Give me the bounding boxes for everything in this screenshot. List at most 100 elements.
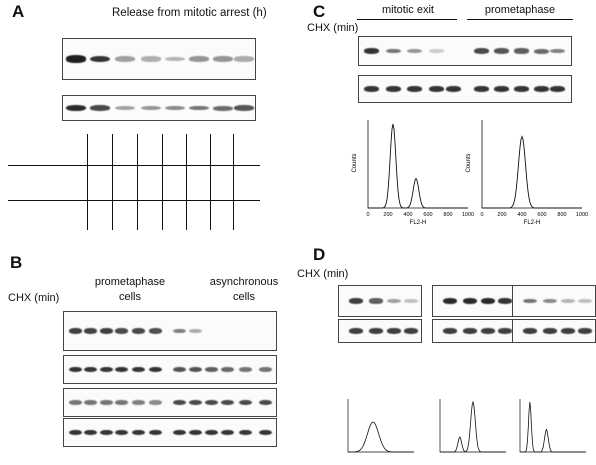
western-blot: [358, 75, 572, 103]
blot-band: [443, 298, 457, 304]
blot-band: [220, 429, 234, 436]
panel-b-letter: B: [10, 253, 23, 272]
blot-band: [131, 400, 145, 405]
western-blot: [62, 95, 256, 121]
blot-band: [115, 56, 135, 62]
blot-band: [234, 105, 254, 111]
blot-band: [114, 366, 128, 373]
blot-band: [188, 399, 202, 406]
panel-c-group1-rule: [357, 19, 457, 20]
blot-band: [165, 105, 185, 111]
facs-axes: [367, 120, 468, 209]
blot-band: [83, 366, 97, 373]
blot-band: [258, 429, 272, 436]
blot-band: [213, 56, 233, 62]
blot-band: [220, 399, 234, 406]
blot-band: [238, 399, 252, 406]
facs-axes: [481, 120, 582, 209]
blot-band: [387, 328, 401, 334]
blot-band: [148, 400, 162, 405]
facs-ylabel: Counts: [352, 153, 358, 172]
blot-band: [543, 298, 557, 304]
facs-histogram: [439, 399, 506, 453]
facs-xlabel: FL2-H: [524, 220, 541, 226]
facs-curve: [348, 421, 414, 453]
blot-band: [349, 298, 363, 304]
blot-band: [561, 328, 575, 334]
blot-band: [90, 55, 110, 63]
facs-tick-label: 600: [423, 212, 432, 218]
blot-band: [188, 328, 202, 334]
western-blot: [63, 418, 277, 447]
panel-c-letter: C: [313, 2, 326, 21]
panel-a-letter: A: [12, 2, 25, 21]
blot-band: [513, 48, 529, 54]
blot-band: [189, 105, 209, 111]
blot-band: [428, 49, 444, 53]
facs-histogram: [519, 399, 586, 453]
blot-band: [204, 399, 218, 406]
table-hline: [8, 200, 260, 201]
blot-band: [188, 429, 202, 436]
blot-band: [99, 400, 113, 405]
facs-xlabel: FL2-H: [410, 220, 427, 226]
blot-band: [238, 367, 252, 372]
blot-band: [131, 429, 145, 436]
panel-c-cond-label: CHX (min): [307, 22, 359, 34]
blot-band: [533, 86, 549, 92]
blot-band: [66, 55, 86, 63]
blot-band: [172, 328, 186, 334]
blot-band: [114, 328, 128, 334]
western-blot: [63, 355, 277, 384]
table-vline: [162, 134, 163, 230]
table-vline: [87, 134, 88, 230]
facs-histogram: [347, 399, 414, 453]
facs-tick-label: 800: [557, 212, 566, 218]
western-blot: [63, 388, 277, 417]
western-blot: [358, 36, 572, 66]
table-vline: [186, 134, 187, 230]
blot-band: [561, 298, 575, 304]
blot-band: [387, 298, 401, 304]
facs-curve: [520, 401, 586, 453]
blot-band: [533, 48, 549, 54]
facs-curve: [482, 135, 582, 209]
blot-band: [213, 105, 233, 111]
facs-tick-label: 1000: [576, 212, 588, 218]
blot-band: [114, 429, 128, 436]
western-blot: [338, 285, 422, 317]
facs-histogram: 0 200 400 600 800 1000 FL2-H Counts: [352, 120, 474, 226]
blot-band: [114, 400, 128, 405]
facs-tick-label: 0: [366, 212, 369, 218]
facs-tick-label: 0: [480, 212, 483, 218]
blot-band: [189, 56, 209, 62]
facs-histogram: 0 200 400 600 800 1000 FL2-H Counts: [466, 120, 588, 226]
blot-band: [66, 105, 86, 111]
blot-band: [258, 367, 272, 372]
facs-tick-label: 200: [383, 212, 392, 218]
blot-band: [493, 48, 509, 54]
blot-band: [83, 328, 97, 334]
blot-band: [498, 328, 512, 334]
blot-band: [463, 328, 477, 334]
facs-axes: [347, 399, 414, 453]
blot-band: [363, 86, 379, 92]
blot-band: [172, 429, 186, 436]
panel-c-group1: mitotic exit: [382, 4, 434, 16]
blot-band: [68, 328, 82, 334]
blot-band: [463, 298, 477, 304]
blot-band: [258, 399, 272, 406]
blot-band: [578, 299, 592, 303]
blot-band: [141, 56, 161, 62]
western-blot: [512, 285, 596, 317]
blot-band: [369, 328, 383, 334]
blot-band: [549, 48, 565, 54]
blot-band: [349, 328, 363, 334]
blot-band: [99, 429, 113, 436]
blot-band: [148, 429, 162, 436]
panel-b-cond-label: CHX (min): [8, 292, 60, 304]
panel-d-cond-label: CHX (min): [297, 268, 349, 280]
facs-curve: [368, 123, 468, 209]
blot-band: [115, 105, 135, 111]
western-blot: [512, 319, 596, 343]
